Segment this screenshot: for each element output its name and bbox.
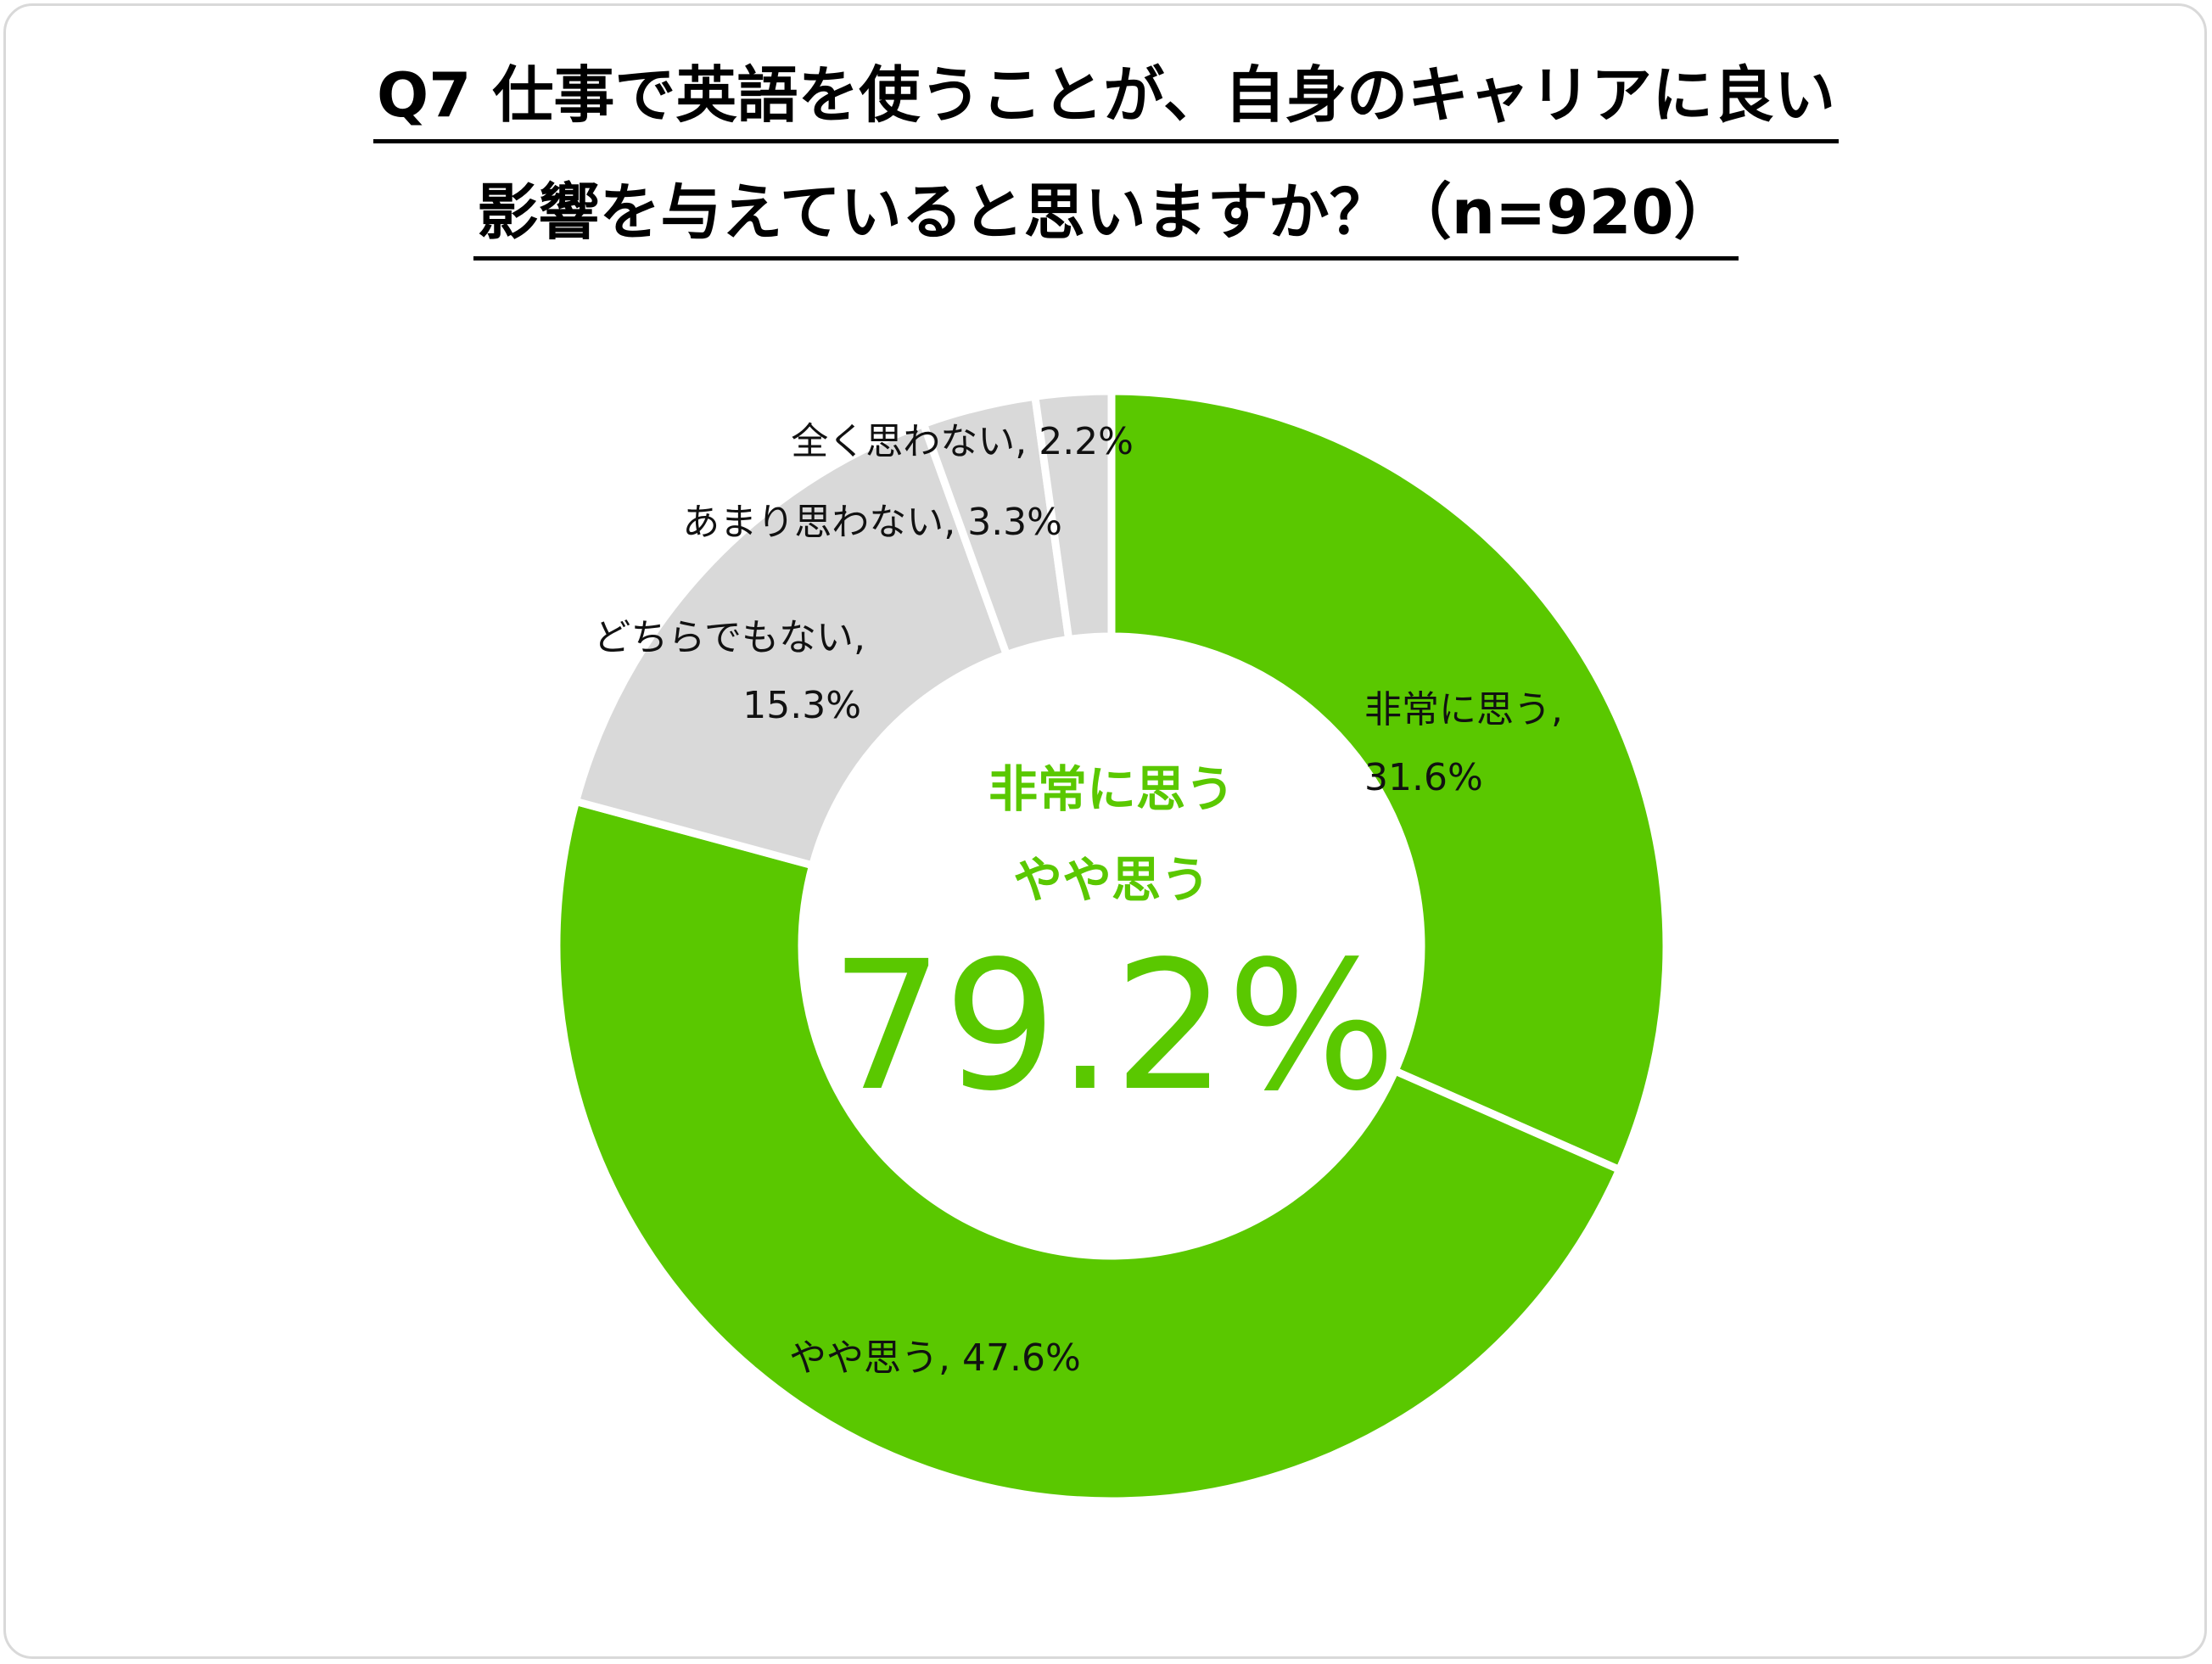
center-label-line-2: やや思う: [1013, 851, 1210, 909]
label-neither-value: 15.3%: [742, 684, 861, 727]
label-somewhat-text: やや思う, 47.6%: [789, 1336, 1081, 1380]
slice-somewhat: [552, 796, 1625, 1505]
center-total-value: 79.2%: [830, 922, 1396, 1130]
label-very-much-name: 非常に思う,: [1364, 688, 1563, 731]
chart-title-text-1: Q7 仕事で英語を使うことが、自身のキャリアに良い: [373, 53, 1839, 143]
label-not-at-all-text: 全く思わない, 2.2%: [791, 420, 1134, 463]
label-not-much-text: あまり思わない, 3.3%: [682, 501, 1062, 544]
label-very-much-value: 31.6%: [1364, 756, 1483, 799]
chart-title-line-1: Q7 仕事で英語を使うことが、自身のキャリアに良い: [0, 53, 2212, 143]
donut-slices: [552, 387, 1671, 1505]
slice-very-much: [1107, 387, 1671, 1175]
center-label-line-1: 非常に思う: [988, 760, 1235, 818]
chart-title-text-2: 影響を与えていると思いますか？（n=920）: [473, 170, 1739, 261]
chart-title-line-2: 影響を与えていると思いますか？（n=920）: [0, 170, 2212, 261]
label-neither-name: どちらでもない,: [593, 616, 865, 659]
slice-not-at-all: [1030, 387, 1116, 644]
slice-neither: [571, 418, 1012, 871]
